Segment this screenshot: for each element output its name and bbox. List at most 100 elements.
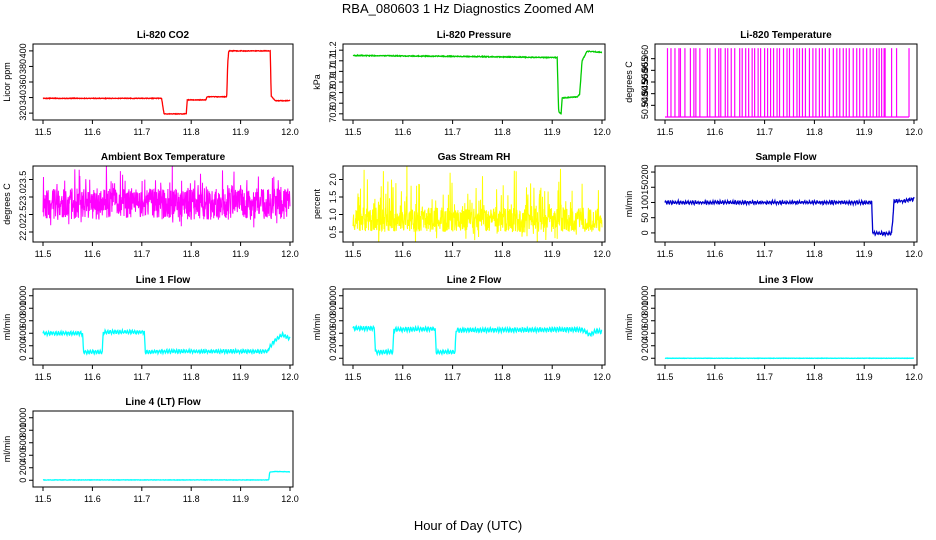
y-axis-label: ml/min	[2, 314, 12, 341]
series-group	[352, 166, 603, 242]
x-tick-label: 11.7	[444, 372, 461, 382]
x-tick-label: 11.9	[232, 372, 249, 382]
data-line	[42, 166, 291, 228]
x-tick-label: 11.6	[84, 372, 101, 382]
x-tick-label: 11.7	[756, 372, 773, 382]
y-tick-label: 0	[18, 478, 28, 483]
y-tick-label: 0.5	[328, 226, 338, 239]
y-tick-label: 200	[640, 165, 650, 180]
x-tick-label: 11.7	[756, 127, 773, 137]
y-tick-label: 22.5	[18, 206, 28, 224]
panel-title: Sample Flow	[755, 152, 816, 163]
y-tick-label: 23.5	[18, 171, 28, 189]
x-tick-label: 11.7	[133, 372, 150, 382]
x-tick-label: 11.7	[133, 249, 150, 259]
x-tick-label: 11.6	[84, 127, 101, 137]
x-tick-label: 11.5	[345, 372, 362, 382]
x-tick-label: 11.8	[494, 127, 511, 137]
chart-panel: Sample Flow ml/min 11.5 11.6 11.7 11.8 11.9 12.…	[624, 152, 923, 259]
series-group	[42, 470, 291, 481]
panel-title: Line 4 (LT) Flow	[125, 397, 201, 408]
x-tick-label: 11.5	[35, 372, 52, 382]
x-tick-label: 12.0	[905, 372, 923, 382]
chart-panel: Gas Stream RH percent 11.5 11.6 11.7 11.8 11.9…	[312, 152, 611, 259]
data-line	[664, 196, 915, 238]
y-axis-label: ml/min	[312, 314, 322, 341]
x-tick-label: 11.6	[394, 127, 411, 137]
figure-title: RBA_080603 1 Hz Diagnostics Zoomed AM	[341, 1, 595, 16]
y-tick-label: 50.940	[640, 92, 650, 120]
y-tick-label: 100	[640, 195, 650, 210]
y-tick-label: 600	[640, 313, 650, 328]
plot-frame	[32, 410, 294, 488]
y-tick-label: 0	[640, 356, 650, 361]
y-tick-label: 320	[18, 106, 28, 121]
y-axis-label: ml/min	[624, 191, 634, 218]
x-tick-label: 11.6	[394, 249, 411, 259]
x-tick-label: 11.7	[444, 127, 461, 137]
y-tick-label: 1000	[18, 286, 28, 306]
panel-title: Li-820 Pressure	[437, 30, 512, 41]
x-axis-title: Hour of Day (UTC)	[413, 518, 523, 533]
y-tick-label: 200	[640, 338, 650, 353]
y-tick-label: 200	[18, 338, 28, 353]
x-tick-label: 11.9	[232, 494, 249, 504]
y-tick-label: 50.950	[640, 68, 650, 96]
x-tick-label: 11.5	[657, 372, 674, 382]
x-tick-label: 11.5	[657, 127, 674, 137]
x-tick-label: 12.0	[593, 127, 611, 137]
x-tick-label: 11.9	[544, 127, 561, 137]
y-axis-label: ml/min	[624, 314, 634, 341]
x-tick-label: 12.0	[593, 249, 611, 259]
y-tick-label: 2.0	[328, 173, 338, 186]
y-tick-label: 400	[328, 326, 338, 341]
x-tick-label: 11.8	[183, 372, 200, 382]
y-tick-label: 800	[328, 301, 338, 316]
y-tick-label: 70.9	[328, 73, 338, 91]
y-tick-label: 340	[18, 90, 28, 105]
data-line	[42, 327, 291, 356]
x-tick-label: 11.6	[706, 249, 723, 259]
x-tick-label: 11.5	[345, 127, 362, 137]
x-tick-label: 11.8	[183, 249, 200, 259]
series-group	[42, 49, 291, 116]
y-tick-label: 50.945	[640, 80, 650, 108]
x-tick-label: 11.9	[544, 372, 561, 382]
panel-title: Li-820 CO2	[137, 30, 190, 41]
x-tick-label: 11.5	[35, 127, 52, 137]
x-tick-label: 12.0	[281, 372, 299, 382]
chart-panel: Ambient Box Temperature degrees C 11.5 11.6…	[2, 152, 299, 259]
x-tick-label: 11.7	[133, 127, 150, 137]
y-tick-label: 1000	[18, 408, 28, 428]
y-axis-label: degrees C	[2, 183, 12, 225]
y-tick-label: 200	[328, 338, 338, 353]
y-tick-label: 50.955	[640, 57, 650, 85]
panel-title: Gas Stream RH	[438, 152, 511, 163]
y-tick-label: 70.7	[328, 94, 338, 112]
series-group	[665, 48, 910, 118]
y-tick-label: 360	[18, 74, 28, 89]
panel-title: Line 3 Flow	[759, 275, 814, 286]
y-tick-label: 600	[18, 435, 28, 450]
y-tick-label: 400	[18, 43, 28, 58]
x-tick-label: 12.0	[281, 127, 299, 137]
x-tick-label: 11.7	[756, 249, 773, 259]
y-tick-label: 0	[18, 356, 28, 361]
panel-title: Line 1 Flow	[136, 275, 191, 286]
x-tick-label: 11.9	[856, 249, 873, 259]
plot-frame	[32, 288, 294, 366]
y-tick-label: 400	[18, 326, 28, 341]
x-tick-label: 11.6	[706, 372, 723, 382]
x-tick-label: 11.8	[494, 249, 511, 259]
panel-title: Li-820 Temperature	[740, 30, 832, 41]
x-tick-label: 11.6	[84, 494, 101, 504]
y-tick-label: 23.0	[18, 188, 28, 206]
chart-panel: Line 3 Flow ml/min 11.5 11.6 11.7 11.8 11.9 12.…	[624, 275, 923, 382]
y-tick-label: 70.8	[328, 84, 338, 102]
y-tick-label: 400	[640, 326, 650, 341]
y-tick-label: 50.960	[640, 45, 650, 73]
data-line	[352, 50, 603, 115]
y-tick-label: 71.0	[328, 63, 338, 81]
plot-frame	[32, 165, 294, 243]
